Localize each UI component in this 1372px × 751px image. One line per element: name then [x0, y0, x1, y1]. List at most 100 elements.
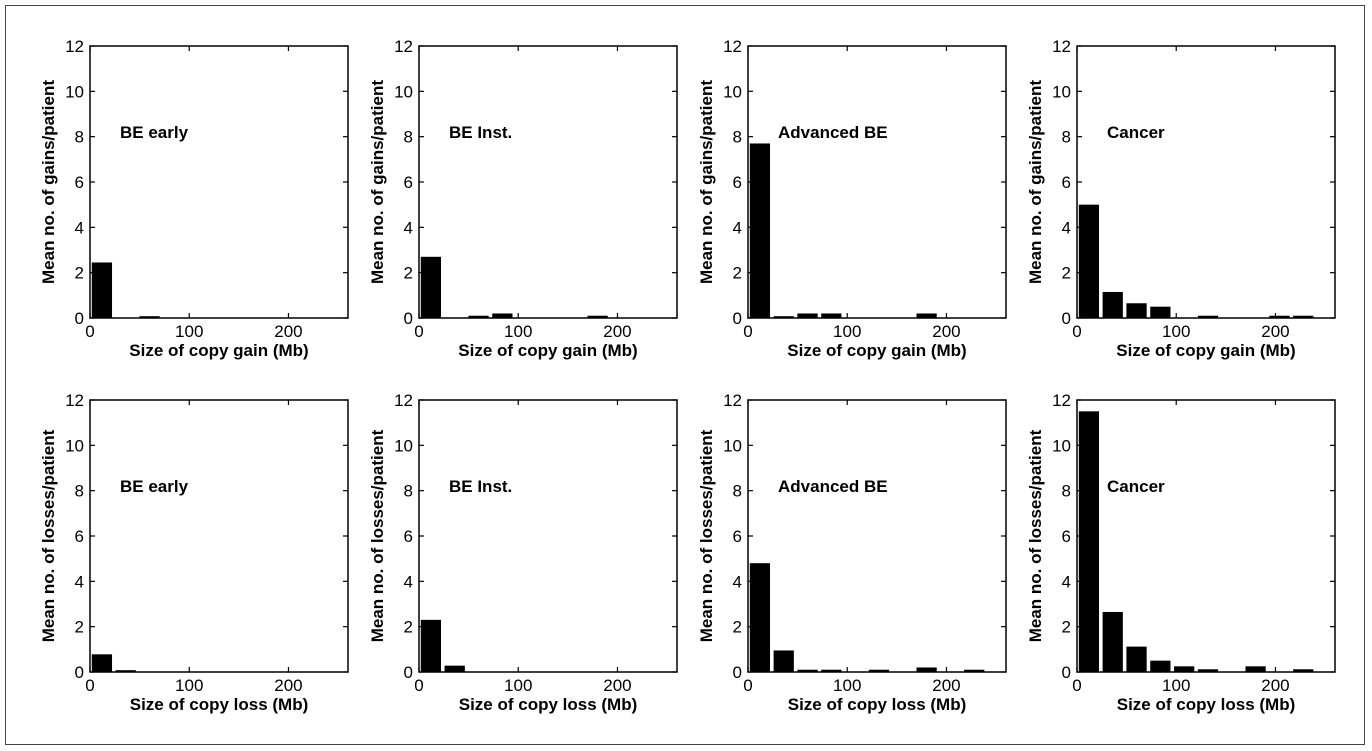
- chart-panel-6: 0 2 4 6 8 10 12 0 100 200 Advanced BE Size of copy …: [697, 391, 1007, 714]
- x-axis-title: Size of copy gain (Mb): [787, 341, 966, 360]
- panel-label: Advanced BE: [778, 477, 888, 496]
- y-tick-label: 6: [733, 527, 742, 546]
- histogram-bar: [468, 315, 489, 318]
- x-axis-title: Size of copy gain (Mb): [1116, 341, 1295, 360]
- x-tick-label: 0: [743, 322, 752, 341]
- panel-label: Advanced BE: [778, 123, 888, 142]
- histogram-bar: [821, 669, 842, 672]
- histogram-bar: [749, 563, 771, 672]
- plot-area-frame: [747, 399, 1007, 673]
- histogram-bar: [964, 669, 985, 672]
- histogram-bar: [1126, 646, 1147, 672]
- x-tick-label: 0: [1072, 322, 1081, 341]
- y-tick-label: 8: [1062, 128, 1071, 147]
- y-axis-title: Mean no. of gains/patient: [368, 80, 387, 284]
- histogram-bar: [773, 650, 794, 672]
- histogram-bar: [1197, 669, 1219, 672]
- y-tick-label: 12: [723, 37, 742, 56]
- y-tick-label: 0: [75, 663, 84, 682]
- histogram-bar: [492, 313, 513, 318]
- histogram-bar: [420, 619, 442, 672]
- y-tick-label: 0: [1062, 663, 1071, 682]
- y-tick-label: 12: [1052, 391, 1071, 410]
- x-tick-label: 200: [274, 322, 302, 341]
- panel-label: Cancer: [1107, 123, 1165, 142]
- y-tick-label: 2: [1062, 618, 1071, 637]
- y-axis-title: Mean no. of losses/patient: [697, 429, 716, 642]
- y-tick-label: 0: [1062, 309, 1071, 328]
- y-tick-label: 2: [404, 264, 413, 283]
- histogram-bar: [1102, 611, 1123, 672]
- y-tick-label: 6: [404, 173, 413, 192]
- y-tick-label: 0: [733, 663, 742, 682]
- histogram-bar: [1245, 666, 1266, 672]
- histogram-bar: [773, 316, 794, 318]
- y-tick-label: 2: [733, 618, 742, 637]
- x-tick-label: 100: [504, 676, 532, 695]
- y-tick-label: 12: [65, 391, 84, 410]
- x-tick-label: 100: [1162, 322, 1190, 341]
- x-axis-title: Size of copy loss (Mb): [459, 695, 638, 714]
- chart-panel-5: 0 2 4 6 8 10 12 0 100 200 BE Inst. Size of copy los…: [368, 391, 678, 714]
- histogram-bar: [749, 143, 771, 318]
- histogram-bar: [1078, 411, 1100, 672]
- y-tick-label: 12: [1052, 37, 1071, 56]
- figure-frame: [5, 5, 1365, 745]
- y-tick-label: 8: [404, 128, 413, 147]
- histogram-bar: [1197, 315, 1219, 318]
- y-axis-title: Mean no. of gains/patient: [1026, 80, 1045, 284]
- y-tick-label: 12: [394, 37, 413, 56]
- y-tick-label: 12: [723, 391, 742, 410]
- histogram-bar: [1150, 306, 1171, 318]
- y-axis-title: Mean no. of losses/patient: [39, 429, 58, 642]
- y-tick-label: 0: [733, 309, 742, 328]
- histogram-bar: [1293, 669, 1314, 672]
- plot-area-frame: [418, 45, 678, 319]
- y-tick-label: 10: [1052, 82, 1071, 101]
- histogram-bar: [1126, 303, 1147, 318]
- y-tick-label: 6: [1062, 527, 1071, 546]
- x-axis-title: Size of copy loss (Mb): [130, 695, 309, 714]
- x-tick-label: 0: [743, 676, 752, 695]
- panel-label: BE early: [120, 123, 189, 142]
- panel-label: BE Inst.: [449, 123, 512, 142]
- histogram-bar: [1150, 660, 1171, 672]
- y-axis-title: Mean no. of gains/patient: [39, 80, 58, 284]
- y-tick-label: 4: [733, 218, 742, 237]
- histogram-bar: [1102, 291, 1123, 318]
- histogram-bar: [916, 313, 937, 318]
- histogram-bar: [444, 665, 465, 672]
- plot-area-frame: [1076, 45, 1336, 319]
- panel-label: Cancer: [1107, 477, 1165, 496]
- y-tick-label: 2: [75, 264, 84, 283]
- histogram-bar: [868, 669, 890, 672]
- histogram-bar: [420, 256, 442, 318]
- x-axis-title: Size of copy gain (Mb): [458, 341, 637, 360]
- plot-area-frame: [747, 45, 1007, 319]
- y-axis-title: Mean no. of gains/patient: [697, 80, 716, 284]
- x-tick-label: 0: [85, 322, 94, 341]
- y-tick-label: 4: [733, 572, 742, 591]
- y-tick-label: 4: [1062, 572, 1071, 591]
- y-tick-label: 10: [394, 436, 413, 455]
- plot-area-frame: [418, 399, 678, 673]
- y-tick-label: 6: [733, 173, 742, 192]
- y-tick-label: 8: [75, 482, 84, 501]
- y-axis-title: Mean no. of losses/patient: [368, 429, 387, 642]
- chart-panel-4: 0 2 4 6 8 10 12 0 100 200 BE early Size of copy los…: [39, 391, 349, 714]
- y-tick-label: 10: [65, 436, 84, 455]
- y-tick-label: 8: [733, 482, 742, 501]
- y-tick-label: 8: [1062, 482, 1071, 501]
- x-tick-label: 100: [175, 322, 203, 341]
- histogram-bar: [916, 667, 937, 672]
- x-tick-label: 200: [1261, 676, 1289, 695]
- chart-panel-0: 0 2 4 6 8 10 12 0 100 200 BE early Size of copy gai…: [39, 37, 349, 360]
- y-tick-label: 0: [404, 663, 413, 682]
- y-tick-label: 4: [404, 218, 413, 237]
- histogram-bar: [821, 313, 842, 318]
- chart-panel-7: 0 2 4 6 8 10 12 0 100 200 Cancer Size of copy loss …: [1026, 391, 1336, 714]
- y-tick-label: 4: [75, 218, 84, 237]
- y-tick-label: 6: [404, 527, 413, 546]
- x-tick-label: 0: [414, 322, 423, 341]
- histogram-bar: [797, 669, 818, 672]
